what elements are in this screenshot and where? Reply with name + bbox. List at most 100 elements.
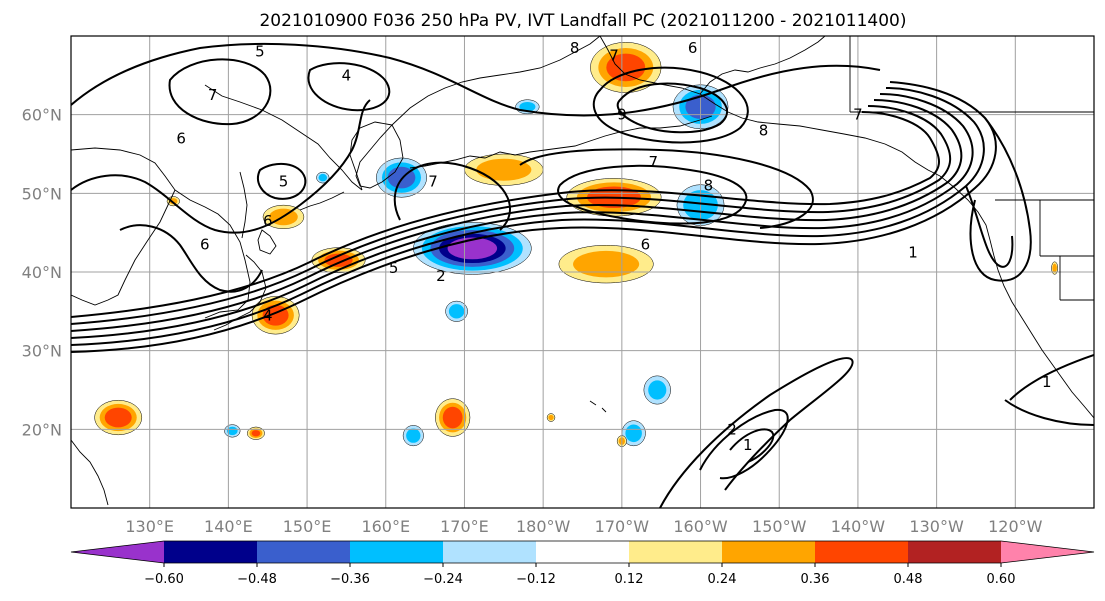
pv-anomaly-blob <box>558 245 654 284</box>
contour-label: 6 <box>263 212 273 230</box>
colorbar-swatch <box>1001 541 1094 563</box>
pv-anomaly-blob <box>445 300 468 322</box>
pv-anomaly-blob <box>247 426 265 440</box>
figure-title: 2021010900 F036 250 hPa PV, IVT Landfall… <box>259 11 906 31</box>
pv-anomaly-blob <box>316 171 330 184</box>
pv-anomaly-level <box>251 430 261 437</box>
contour-label: 6 <box>641 235 651 253</box>
pv-contours <box>71 42 1094 508</box>
lat-tick-label: 30°N <box>22 342 62 361</box>
pv-anomaly-level <box>649 381 665 399</box>
coastlines <box>71 36 1094 506</box>
colorbar-swatch <box>536 541 629 563</box>
lon-tick-label: 120°W <box>988 517 1043 536</box>
contour-label: 7 <box>609 47 619 65</box>
colorbar-tick-label: −0.24 <box>423 572 463 587</box>
contour-label: 7 <box>428 173 438 191</box>
lat-tick-label: 40°N <box>22 263 62 282</box>
lon-tick-label: 130°W <box>909 517 964 536</box>
pv-anomaly-blob <box>402 425 424 447</box>
colorbar-swatch <box>815 541 908 563</box>
map-frame <box>70 35 1095 509</box>
pv-anomaly-blob <box>251 296 300 335</box>
colorbar-tick-label: 0.24 <box>708 572 737 587</box>
contour-label: 5 <box>389 259 399 277</box>
lat-tick-label: 60°N <box>22 106 62 125</box>
colorbar-tick-label: −0.36 <box>330 572 370 587</box>
latitude-tick-labels: 20°N 30°N 40°N 50°N 60°N <box>22 106 62 440</box>
pv-anomaly-blob <box>376 157 427 198</box>
colorbar-tick-label: 0.12 <box>615 572 644 587</box>
pv-anomaly-level <box>444 408 461 427</box>
contour-label: 4 <box>342 66 352 84</box>
colorbar-swatch <box>257 541 350 563</box>
pv-anomaly-blob <box>94 399 143 436</box>
pv-anomaly-blob <box>413 222 532 275</box>
pv-anomaly-level <box>407 430 419 442</box>
contour-label: 7 <box>208 86 218 104</box>
pv-anomaly-level <box>319 174 327 181</box>
contour-label: 2 <box>727 420 737 438</box>
colorbar-tick-label: 0.60 <box>987 572 1016 587</box>
colorbar-swatch <box>350 541 443 563</box>
lon-tick-label: 170°E <box>440 517 489 536</box>
pv-anomaly-level <box>520 102 535 111</box>
contour-label: 8 <box>704 176 714 194</box>
pv-anomaly-level <box>1052 264 1057 272</box>
contour-label: 6 <box>176 129 186 147</box>
lon-tick-label: 160°W <box>673 517 728 536</box>
colorbar-swatch <box>71 541 164 563</box>
pv-anomaly-level <box>627 426 641 441</box>
colorbar-tick-label: 0.48 <box>894 572 923 587</box>
pv-anomaly-level <box>227 427 237 435</box>
contour-label: 8 <box>759 121 769 139</box>
pv-anomaly-blob <box>435 398 471 437</box>
pv-anomaly-level <box>580 253 633 275</box>
colorbar-tick-label: −0.48 <box>237 572 277 587</box>
pv-anomaly-level <box>608 55 643 80</box>
contour-label: 6 <box>200 235 210 253</box>
pv-anomaly-level <box>482 161 526 179</box>
contour-label: 4 <box>263 306 273 324</box>
contour-label: 1 <box>908 243 918 261</box>
pv-anomaly-blob <box>643 375 671 405</box>
colorbar-swatch <box>443 541 536 563</box>
contour-label: 7 <box>853 106 863 124</box>
pv-anomaly-level <box>548 415 554 420</box>
pv-anomaly-level <box>107 409 130 426</box>
pv-anomaly-level <box>325 254 352 267</box>
lon-tick-label: 140°E <box>204 517 253 536</box>
pv-anomaly-level <box>450 305 463 317</box>
lon-tick-label: 130°E <box>125 517 174 536</box>
colorbar-tick-label: −0.12 <box>516 572 556 587</box>
pv-anomaly-level <box>169 198 178 205</box>
pv-anomaly-blob <box>224 424 241 438</box>
lon-tick-label: 150°E <box>283 517 332 536</box>
contour-label: 1 <box>1042 373 1052 391</box>
colorbar-swatch <box>629 541 722 563</box>
colorbar-swatch <box>722 541 815 563</box>
colorbar-swatch <box>164 541 257 563</box>
contour-label: 8 <box>570 39 580 57</box>
contour-label: 9 <box>617 106 627 124</box>
pv-anomaly-blob <box>1051 261 1059 275</box>
pv-anomaly-blob <box>546 413 556 422</box>
lon-tick-label: 170°W <box>595 517 650 536</box>
pv-anomaly-level <box>449 238 496 259</box>
contour-label: 5 <box>255 43 265 61</box>
contour-label: 7 <box>649 153 659 171</box>
longitude-tick-labels: 130°E 140°E 150°E 160°E 170°E 180°W 170°W 160°W… <box>125 517 1042 536</box>
lon-tick-label: 160°E <box>361 517 410 536</box>
colorbar: −0.60 −0.48 −0.36 −0.24 −0.12 0.12 0.24 0.36 0.4… <box>70 540 1095 587</box>
contour-label: 2 <box>436 267 446 285</box>
lon-tick-label: 150°W <box>752 517 807 536</box>
colorbar-tick-label: 0.36 <box>801 572 830 587</box>
lon-tick-label: 140°W <box>831 517 886 536</box>
lon-tick-label: 180°W <box>516 517 571 536</box>
colorbar-swatch <box>908 541 1001 563</box>
lat-tick-label: 50°N <box>22 184 62 203</box>
contour-label: 6 <box>688 39 698 57</box>
